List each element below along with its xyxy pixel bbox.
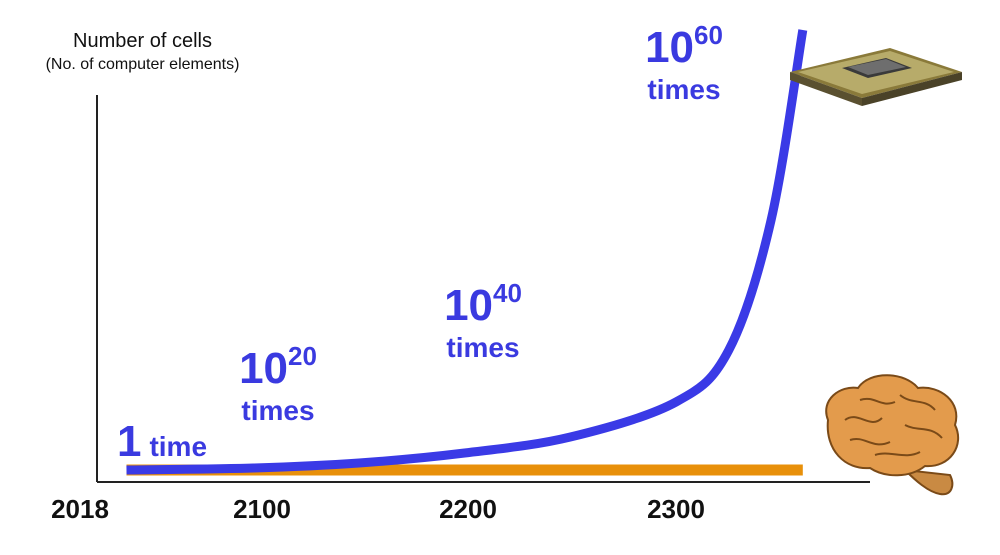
brain-icon — [825, 374, 960, 496]
annotation-exponent: 40 — [493, 278, 522, 308]
x-tick-label: 2100 — [233, 494, 291, 524]
annotation-base: 10 — [239, 344, 289, 393]
annotation-10-60-times: 1060 times — [645, 22, 723, 104]
annotation-exponent: 20 — [288, 341, 317, 371]
annotation-10-20-times: 1020 times — [239, 343, 317, 425]
series-line-blue — [126, 29, 808, 475]
x-tick-label: 2300 — [647, 494, 705, 524]
annotation-word: times — [241, 395, 315, 426]
annotation-10-40-times: 1040 times — [444, 280, 522, 362]
cpu-chip-icon — [790, 48, 962, 106]
annotation-word: times — [446, 332, 520, 363]
y-axis-title: Number of cells — [73, 30, 212, 52]
x-tick-label: 2200 — [439, 494, 497, 524]
annotation-exponent: 60 — [694, 20, 723, 50]
annotation-word: times — [647, 74, 721, 105]
annotation-base: 1 — [116, 417, 142, 466]
annotation-base: 10 — [645, 23, 695, 72]
annotation-base: 10 — [444, 281, 494, 330]
axes — [96, 95, 870, 483]
y-axis-subtitle: (No. of computer elements) — [45, 56, 240, 73]
annotation-1-time: 1 time — [117, 420, 207, 464]
x-tick-label: 2018 — [51, 494, 109, 524]
series-layer — [126, 29, 808, 476]
annotation-word: time — [149, 431, 208, 462]
